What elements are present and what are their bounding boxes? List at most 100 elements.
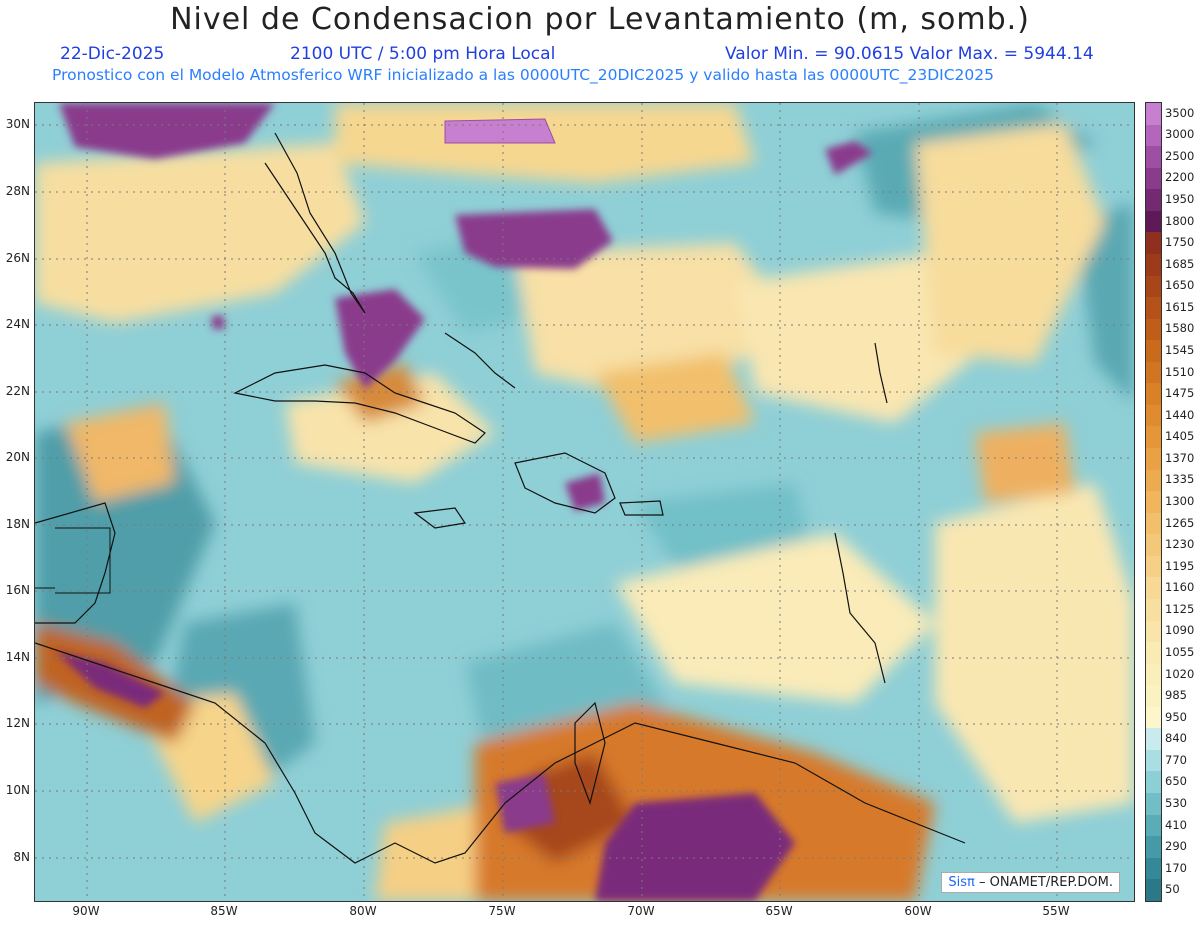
- lat-label: 12N: [5, 716, 30, 730]
- colorbar-segment: [1146, 771, 1161, 793]
- lat-label: 16N: [5, 583, 30, 597]
- lon-label: 75W: [488, 904, 516, 918]
- colorbar-segment: [1146, 642, 1161, 664]
- colorbar-label: 1055: [1165, 644, 1195, 659]
- lon-label: 60W: [904, 904, 932, 918]
- lat-label: 20N: [5, 450, 30, 464]
- forecast-label: Pronostico con el Modelo Atmosferico WRF…: [52, 66, 994, 84]
- colorbar-segment: [1146, 297, 1161, 319]
- credit-box: Sisπ – ONAMET/REP.DOM.: [941, 872, 1120, 893]
- colorbar-segment: [1146, 706, 1161, 729]
- colorbar-segment: [1146, 879, 1161, 901]
- lat-label: 26N: [5, 251, 30, 265]
- colorbar-label: 1750: [1165, 235, 1195, 250]
- lat-label: 8N: [13, 850, 30, 864]
- colorbar-segment: [1146, 491, 1161, 513]
- lat-label: 28N: [5, 184, 30, 198]
- colorbar-label: 1475: [1165, 386, 1195, 401]
- map-title: Nivel de Condensacion por Levantamiento …: [170, 2, 1030, 37]
- colorbar-segment: [1146, 275, 1161, 298]
- colorbar-segment: [1146, 555, 1161, 578]
- colorbar-segment: [1146, 663, 1161, 686]
- colorbar-label: 1405: [1165, 429, 1195, 444]
- colorbar-label: 950: [1165, 709, 1187, 724]
- colorbar-segment: [1146, 598, 1161, 621]
- lon-label: 90W: [72, 904, 100, 918]
- colorbar-segment: [1146, 318, 1161, 341]
- colorbar-label: 1370: [1165, 450, 1195, 465]
- colorbar-label: 1440: [1165, 407, 1195, 422]
- sis-logo-text: Sisπ: [948, 875, 975, 890]
- colorbar-label: 3000: [1165, 127, 1195, 142]
- lon-label: 55W: [1042, 904, 1070, 918]
- lat-label: 24N: [5, 317, 30, 331]
- colorbar-segment: [1146, 793, 1161, 815]
- time-label: 2100 UTC / 5:00 pm Hora Local: [290, 44, 556, 64]
- colorbar-segment: [1146, 189, 1161, 211]
- map-panel: Sisπ – ONAMET/REP.DOM.: [34, 102, 1135, 902]
- minmax-label: Valor Min. = 90.0615 Valor Max. = 5944.1…: [725, 44, 1094, 64]
- colorbar-label: 50: [1165, 882, 1180, 897]
- colorbar-label: 840: [1165, 731, 1187, 746]
- condensation-level-map: [35, 103, 1134, 901]
- colorbar-segment: [1146, 836, 1161, 858]
- colorbar-segment: [1146, 469, 1161, 492]
- colorbar-segment: [1146, 512, 1161, 535]
- lon-label: 65W: [765, 904, 793, 918]
- colorbar-segment: [1146, 146, 1161, 168]
- colorbar-label: 290: [1165, 839, 1187, 854]
- colorbar-segment: [1146, 426, 1161, 448]
- colorbar-segment: [1146, 620, 1161, 643]
- colorbar-label: 2200: [1165, 170, 1195, 185]
- colorbar-label: 1020: [1165, 666, 1195, 681]
- colorbar-segment: [1146, 749, 1161, 772]
- colorbar-label: 1615: [1165, 299, 1195, 314]
- lat-label: 18N: [5, 517, 30, 531]
- colorbar-segment: [1146, 340, 1161, 362]
- colorbar-segment: [1146, 167, 1161, 190]
- colorbar-label: 985: [1165, 688, 1187, 703]
- lon-label: 70W: [627, 904, 655, 918]
- colorbar-segment: [1146, 232, 1161, 254]
- colorbar-label: 1230: [1165, 537, 1195, 552]
- lat-label: 14N: [5, 650, 30, 664]
- colorbar-segment: [1146, 534, 1161, 556]
- colorbar-label: 1545: [1165, 343, 1195, 358]
- colorbar-label: 1950: [1165, 192, 1195, 207]
- colorbar-label: 770: [1165, 752, 1187, 767]
- colorbar-segment: [1146, 685, 1161, 707]
- colorbar-segment: [1146, 448, 1161, 470]
- colorbar-label: 3500: [1165, 105, 1195, 120]
- lon-label: 85W: [210, 904, 238, 918]
- colorbar-label: 1580: [1165, 321, 1195, 336]
- colorbar-segment: [1146, 814, 1161, 837]
- colorbar-label: 1510: [1165, 364, 1195, 379]
- date-label: 22-Dic-2025: [60, 44, 165, 64]
- lon-label: 80W: [349, 904, 377, 918]
- colorbar-label: 1160: [1165, 580, 1195, 595]
- lat-label: 22N: [5, 384, 30, 398]
- colorbar-segment: [1146, 253, 1161, 276]
- lat-label: 30N: [5, 117, 30, 131]
- colorbar-label: 1125: [1165, 601, 1195, 616]
- colorbar-segment: [1146, 728, 1161, 750]
- colorbar-label: 1335: [1165, 472, 1195, 487]
- colorbar-segment: [1146, 361, 1161, 384]
- colorbar-label: 1685: [1165, 256, 1195, 271]
- colorbar-segment: [1146, 383, 1161, 405]
- colorbar-label: 1800: [1165, 213, 1195, 228]
- colorbar-label: 650: [1165, 774, 1187, 789]
- colorbar-label: 1650: [1165, 278, 1195, 293]
- colorbar-segment: [1146, 103, 1161, 125]
- colorbar-label: 1265: [1165, 515, 1195, 530]
- colorbar-label: 1195: [1165, 558, 1195, 573]
- colorbar-label: 170: [1165, 860, 1187, 875]
- colorbar-segment: [1146, 577, 1161, 599]
- lat-label: 10N: [5, 783, 30, 797]
- colorbar-label: 410: [1165, 817, 1187, 832]
- colorbar-label: 1300: [1165, 494, 1195, 508]
- colorbar: [1145, 102, 1162, 902]
- colorbar-segment: [1146, 124, 1161, 147]
- colorbar-segment: [1146, 857, 1161, 880]
- colorbar-label: 530: [1165, 795, 1187, 810]
